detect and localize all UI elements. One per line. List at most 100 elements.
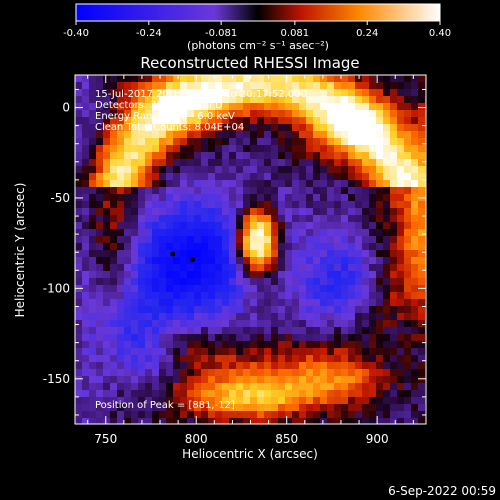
heatmap-cell [313,278,321,286]
heatmap-cell [96,222,104,230]
heatmap-cell [278,194,286,202]
heatmap-cell [159,82,167,90]
heatmap-cell [348,75,356,83]
heatmap-cell [383,124,391,132]
heatmap-cell [229,138,237,146]
heatmap-cell [299,376,307,384]
heatmap-cell [264,110,272,118]
heatmap-cell [236,313,244,321]
heatmap-cell [82,411,90,419]
heatmap-cell [369,82,377,90]
heatmap-cell [341,397,349,405]
heatmap-cell [124,82,132,90]
heatmap-cell [180,229,188,237]
heatmap-cell [376,208,384,216]
heatmap-cell [96,271,104,279]
heatmap-cell [124,334,132,342]
heatmap-cell [82,264,90,272]
heatmap-cell [376,243,384,251]
heatmap-cell [418,250,426,258]
heatmap-cell [271,152,279,160]
heatmap-cell [208,110,216,118]
heatmap-cell [418,271,426,279]
heatmap-cell [194,124,202,132]
heatmap-cell [334,292,342,300]
heatmap-cell [327,271,335,279]
heatmap-cell [355,110,363,118]
heatmap-cell [89,383,97,391]
heatmap-cell [75,187,83,195]
heatmap-cell [376,131,384,139]
heatmap-cell [320,222,328,230]
heatmap-cell [355,222,363,230]
heatmap-cell [264,166,272,174]
heatmap-cell [348,369,356,377]
heatmap-cell [110,229,118,237]
heatmap-cell [285,320,293,328]
heatmap-cell [187,341,195,349]
heatmap-cell [103,229,111,237]
heatmap-cell [152,145,160,153]
heatmap-cell [222,229,230,237]
heatmap-cell [173,110,181,118]
heatmap-cell [194,334,202,342]
heatmap-cell [208,152,216,160]
heatmap-cell [152,250,160,258]
heatmap-cell [306,376,314,384]
heatmap-cell [124,362,132,370]
heatmap-cell [243,110,251,118]
heatmap-cell [110,299,118,307]
heatmap-cell [124,89,132,97]
heatmap-cell [299,131,307,139]
heatmap-cell [271,292,279,300]
heatmap-cell [355,159,363,167]
colorbar-ticks: -0.40 -0.24 -0.081 0.081 0.24 0.40 [63,21,451,39]
heatmap-cell [306,341,314,349]
heatmap-cell [166,320,174,328]
heatmap-cell [89,390,97,398]
heatmap-cell [411,222,419,230]
heatmap-cell [243,397,251,405]
heatmap-cell [383,278,391,286]
heatmap-cell [173,229,181,237]
heatmap-cell [180,334,188,342]
heatmap-cell [201,278,209,286]
heatmap-cell [208,355,216,363]
heatmap-cell [152,355,160,363]
heatmap-cell [355,138,363,146]
heatmap-cell [110,138,118,146]
heatmap-cell [208,180,216,188]
heatmap-cell [257,355,265,363]
heatmap-cell [96,250,104,258]
heatmap-cell [271,369,279,377]
heatmap-cell [299,390,307,398]
heatmap-cell [229,320,237,328]
heatmap-cell [369,208,377,216]
heatmap-cell [292,292,300,300]
heatmap-cell [397,124,405,132]
heatmap-cell [145,292,153,300]
heatmap-cell [257,397,265,405]
heatmap-cell [243,264,251,272]
heatmap-cell [117,159,125,167]
heatmap-cell [131,222,139,230]
heatmap-cell [411,82,419,90]
heatmap-cell [285,152,293,160]
heatmap-cell [292,271,300,279]
heatmap-cell [194,166,202,174]
heatmap-cell [411,320,419,328]
heatmap-cell [82,278,90,286]
heatmap-cell [201,397,209,405]
heatmap-cell [383,145,391,153]
heatmap-cell [390,180,398,188]
heatmap-cell [194,103,202,111]
heatmap-cell [278,208,286,216]
heatmap-cell [75,355,83,363]
heatmap-cell [166,306,174,314]
heatmap-cell [355,187,363,195]
heatmap-cell [250,341,258,349]
heatmap-cell [348,383,356,391]
heatmap-cell [383,229,391,237]
heatmap-cell [320,194,328,202]
heatmap-cell [250,327,258,335]
